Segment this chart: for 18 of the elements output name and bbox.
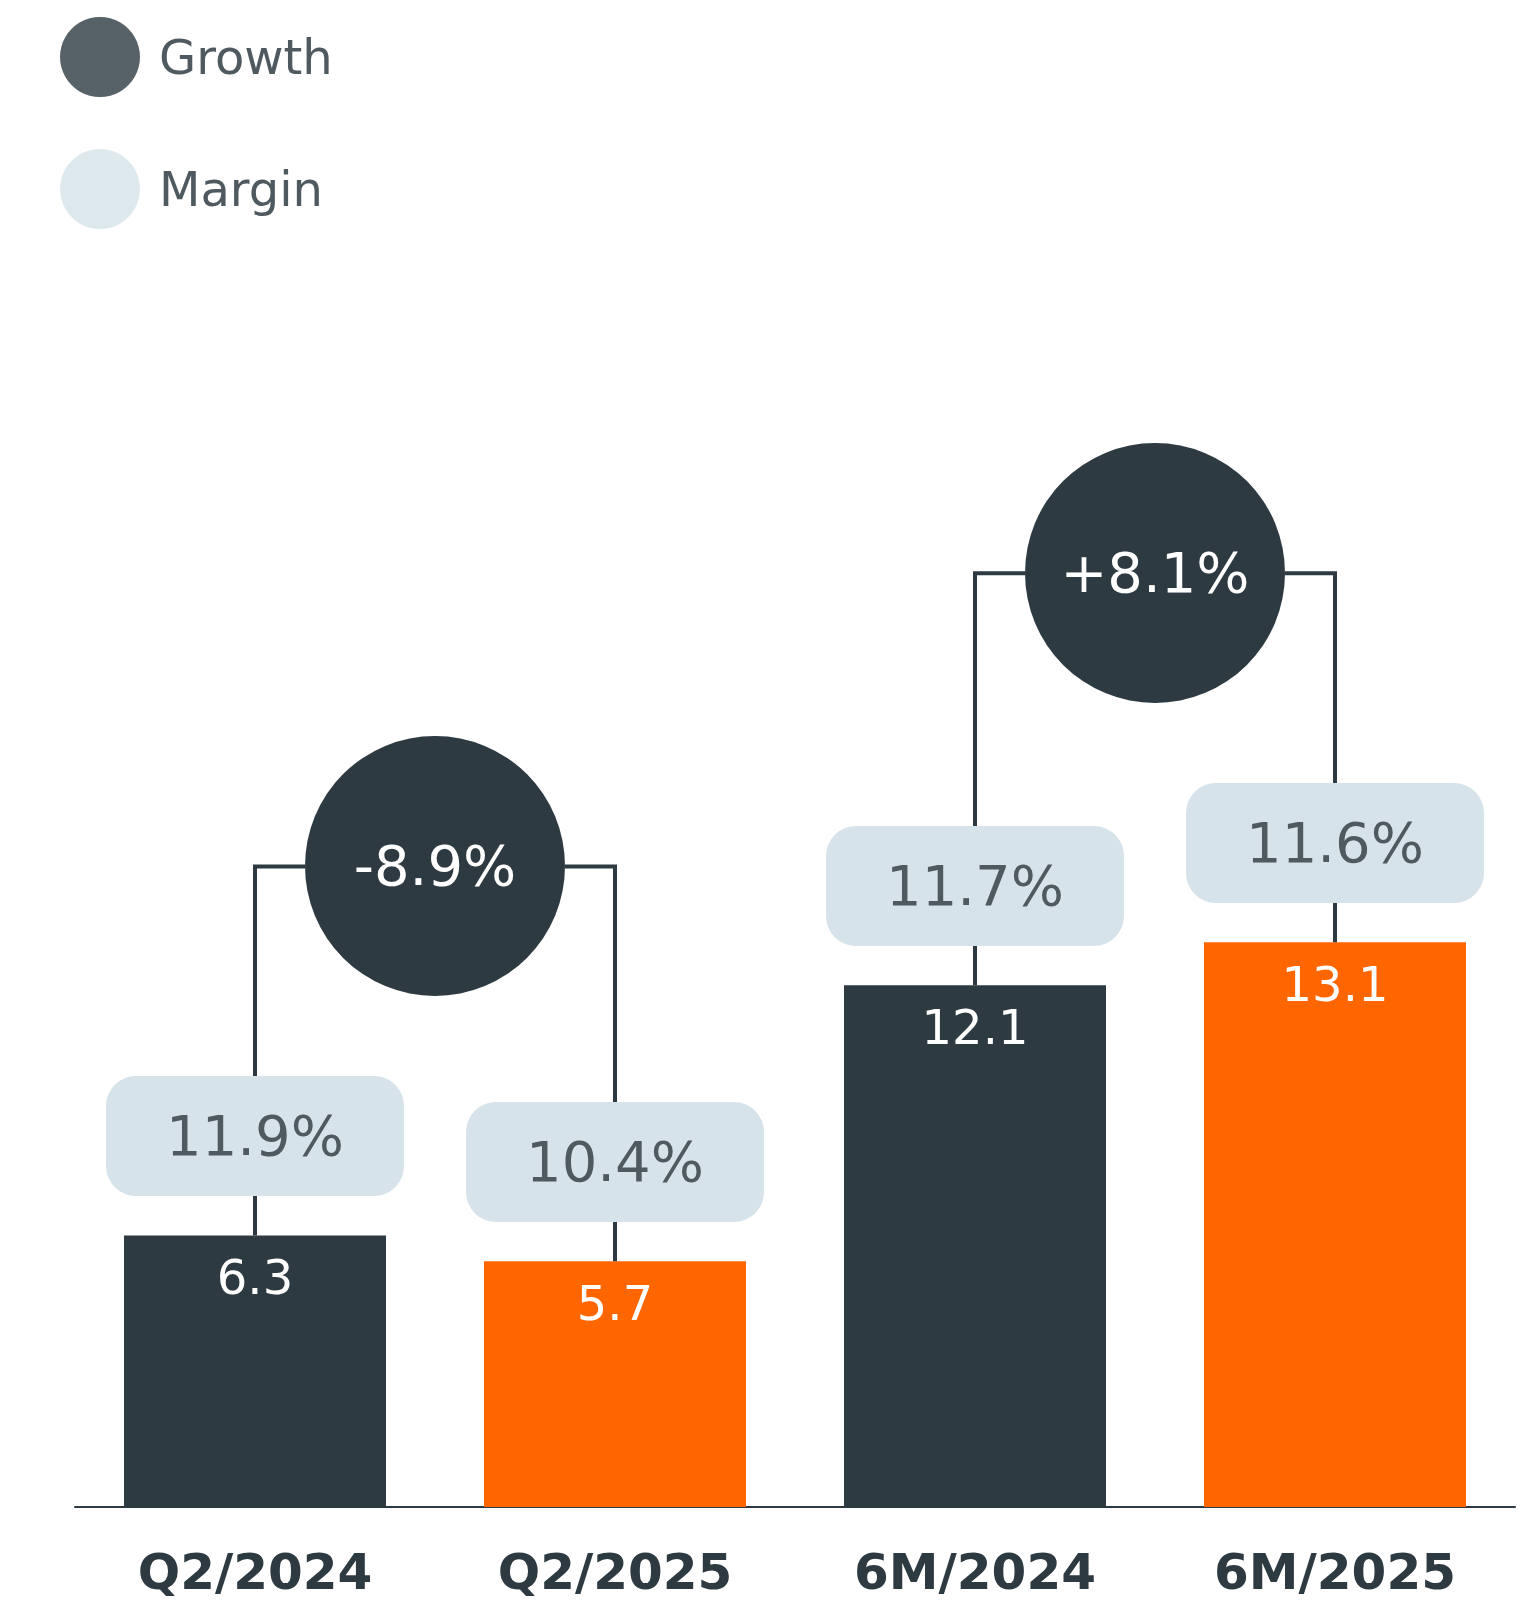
x-tick-label: 6M/2024 (854, 1543, 1096, 1601)
annotation: 11.9% (106, 1076, 404, 1197)
legend-label: Margin (159, 161, 323, 217)
text: 11.7% (826, 826, 1124, 947)
annotation: 10.4% (466, 1102, 764, 1223)
x-tick-label: 6M/2025 (1214, 1543, 1456, 1601)
bar (1204, 942, 1466, 1507)
circle-badge: -8.9% (305, 736, 565, 997)
text: 11.6% (1186, 783, 1484, 904)
data-label: 6.3 (216, 1249, 294, 1306)
bar (484, 1261, 746, 1507)
x-tick-label: Q2/2025 (497, 1543, 733, 1601)
data-label: 12.1 (921, 999, 1029, 1056)
circle-badge: +8.1% (1025, 443, 1285, 704)
x-tick-label: Q2/2024 (137, 1543, 373, 1601)
legend-label: Growth (159, 29, 333, 85)
data-label: 5.7 (576, 1275, 654, 1332)
data-label: 13.1 (1281, 956, 1389, 1013)
